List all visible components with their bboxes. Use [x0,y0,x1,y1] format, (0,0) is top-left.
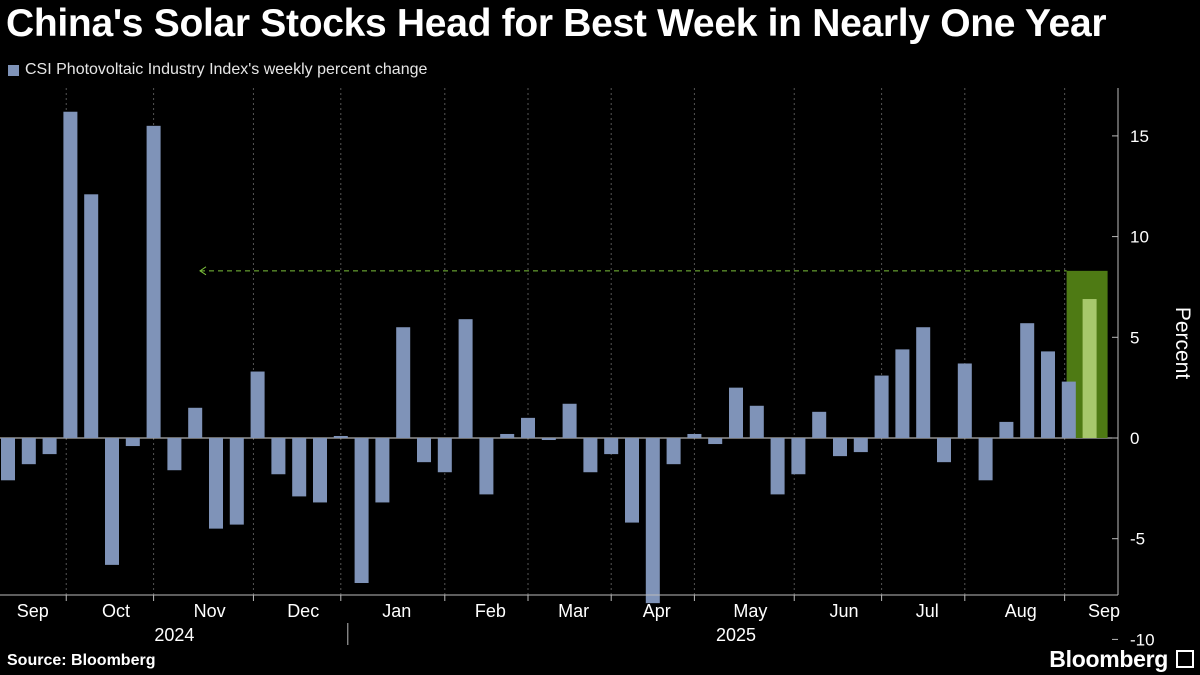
bar [812,411,827,438]
source-note: Source: Bloomberg [7,652,156,669]
bar [853,438,868,453]
bar [604,438,619,455]
x-tick-label: Apr [643,601,671,621]
bar [125,438,140,447]
bar [916,327,931,438]
bar [146,125,161,438]
bar [1082,299,1097,438]
bar [895,349,910,438]
bar [188,407,203,438]
year-label: 2025 [716,625,756,645]
y-tick-label: 5 [1130,328,1139,347]
bar [687,433,702,438]
bar [354,438,369,584]
bar [749,405,764,438]
legend-swatch [8,64,19,76]
brand-logo: Bloomberg [1049,646,1168,672]
bar [1,438,15,481]
bar [105,438,119,565]
bar [292,438,307,497]
x-tick-label: Aug [1005,601,1037,621]
bar [521,417,535,438]
bar [666,438,681,465]
x-tick-label: Oct [102,601,130,621]
bar [250,371,265,438]
bar [625,438,639,523]
bar [708,438,723,445]
x-tick-label: Dec [287,601,319,621]
bar [874,375,889,438]
bar [417,438,431,463]
x-tick-label: Sep [1088,601,1120,621]
bar [583,438,598,473]
x-tick-label: Jan [382,601,411,621]
x-tick-label: May [733,601,767,621]
bar [791,438,806,475]
bar [167,438,182,471]
bar [770,438,785,495]
bar [333,435,348,438]
x-tick-label: Feb [475,601,506,621]
bar [271,438,286,475]
x-tick-label: Jul [916,601,939,621]
bar [978,438,993,481]
chart-title: China's Solar Stocks Head for Best Week … [6,2,1107,45]
bar [562,403,577,438]
y-tick-label: -10 [1130,630,1155,649]
bar [999,421,1014,438]
x-tick-label: Jun [829,601,858,621]
bar [229,438,244,525]
bar [729,387,743,438]
bar [645,438,660,604]
bar [458,319,473,438]
x-tick-label: Nov [194,601,226,621]
bar [437,438,452,473]
y-axis-title: Percent [1171,307,1194,380]
bar [937,438,951,463]
bar [500,433,515,438]
bar [396,327,411,438]
y-tick-label: -5 [1130,530,1145,549]
x-tick-label: Mar [558,601,589,621]
y-tick-label: 10 [1130,228,1149,247]
bar [42,438,57,455]
y-tick-label: 15 [1130,127,1149,146]
bar [957,363,972,438]
terminal-icon [1176,650,1194,668]
bar [21,438,36,465]
x-tick-label: Sep [17,601,49,621]
bar [84,194,99,438]
bar [313,438,327,503]
bar [209,438,223,529]
bar [541,438,556,441]
year-label: 2024 [154,625,194,645]
bar [375,438,390,503]
bar [479,438,494,495]
bar [1020,323,1035,438]
reference-arrowhead [199,266,207,276]
bar [833,438,847,457]
bar [1041,351,1055,438]
y-tick-label: 0 [1130,429,1139,448]
legend: CSI Photovoltaic Industry Index's weekly… [8,61,427,79]
bar [1061,381,1076,438]
legend-label: CSI Photovoltaic Industry Index's weekly… [25,61,428,78]
bar [63,111,78,439]
